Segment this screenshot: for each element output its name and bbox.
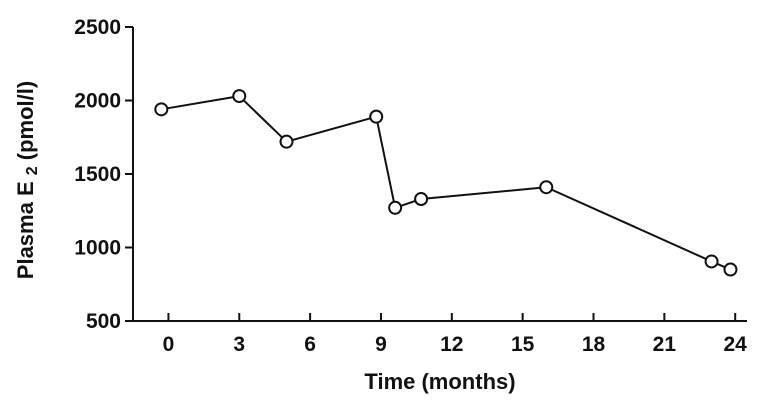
x-tick-label: 6 <box>304 333 316 356</box>
y-tick-label: 1000 <box>74 237 121 260</box>
series-layer <box>154 89 738 277</box>
x-tick-label: 18 <box>582 333 606 356</box>
x-tick-label: 9 <box>375 333 387 356</box>
data-point <box>539 180 554 195</box>
data-point <box>704 254 719 269</box>
y-tick-label: 2000 <box>74 90 121 113</box>
y-axis-title-unit: (pmol/l) <box>13 81 38 160</box>
y-tick-label: 1500 <box>74 163 121 186</box>
data-point <box>154 102 169 117</box>
y-axis-title-subscript: 2 <box>24 166 41 175</box>
data-point <box>232 89 247 104</box>
x-tick-label: 0 <box>163 333 175 356</box>
ticks-layer: 500 1000 1500 2000 2500 0 3 6 9 12 15 18 21 24 <box>74 16 747 356</box>
data-point <box>388 200 403 215</box>
x-axis-title: Time (months) <box>364 369 515 394</box>
y-axis-title: Plasma E 2 (pmol/l) <box>13 81 41 279</box>
x-tick-label: 15 <box>511 333 535 356</box>
x-tick-label: 24 <box>724 333 748 356</box>
data-point <box>414 191 429 206</box>
axes-layer <box>132 27 747 322</box>
data-point <box>279 134 294 149</box>
data-point <box>723 262 738 277</box>
x-tick-label: 3 <box>233 333 245 356</box>
y-axis-title-main: Plasma E <box>13 181 38 279</box>
y-tick-label: 500 <box>86 310 121 333</box>
data-point <box>369 109 384 124</box>
series-line <box>161 95 731 271</box>
x-tick-label: 21 <box>653 333 677 356</box>
y-tick-label: 2500 <box>74 16 121 39</box>
x-tick-label: 12 <box>440 333 463 356</box>
